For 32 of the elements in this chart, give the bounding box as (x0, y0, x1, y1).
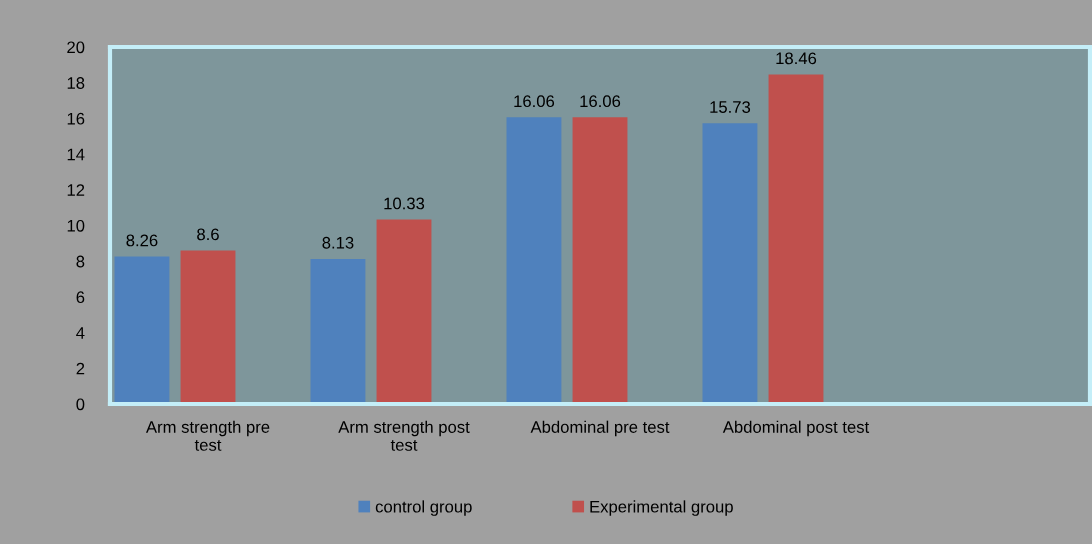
y-tick-label: 2 (76, 362, 85, 375)
y-tick-label: 18 (67, 77, 85, 89)
data-label: 18.46 (776, 52, 817, 65)
bar (376, 219, 432, 404)
bar (572, 117, 628, 404)
y-tick-label: 20 (67, 41, 85, 54)
data-label: 8.26 (126, 234, 158, 247)
bar (180, 250, 236, 404)
y-tick-label: 12 (67, 184, 85, 196)
bar (506, 117, 562, 404)
bar (310, 258, 366, 404)
y-tick-label: 10 (67, 219, 85, 232)
y-tick-label: 16 (67, 112, 85, 125)
bar (768, 74, 824, 404)
y-tick-label: 14 (67, 148, 85, 161)
data-label: 15.73 (710, 101, 751, 113)
y-tick-label: 6 (76, 291, 85, 304)
data-label: 8.6 (197, 228, 219, 241)
data-label: 10.33 (384, 197, 425, 210)
x-tick-label: Abdominal pre test (530, 420, 670, 437)
y-tick-label: 8 (76, 255, 85, 268)
y-tick-label: 0 (76, 398, 85, 411)
legend-label: Experimental group (590, 500, 733, 516)
x-tick-label: Arm strength post test (338, 420, 470, 451)
data-label: 16.06 (580, 95, 621, 108)
x-tick-label: Arm strength pre test (145, 420, 270, 451)
y-tick-label: 4 (76, 327, 85, 339)
x-tick-label: Abdominal post test (722, 420, 870, 437)
bar (702, 123, 758, 404)
legend-label: control group (375, 500, 472, 516)
data-label: 8.13 (322, 236, 354, 249)
data-label: 16.06 (514, 95, 555, 108)
